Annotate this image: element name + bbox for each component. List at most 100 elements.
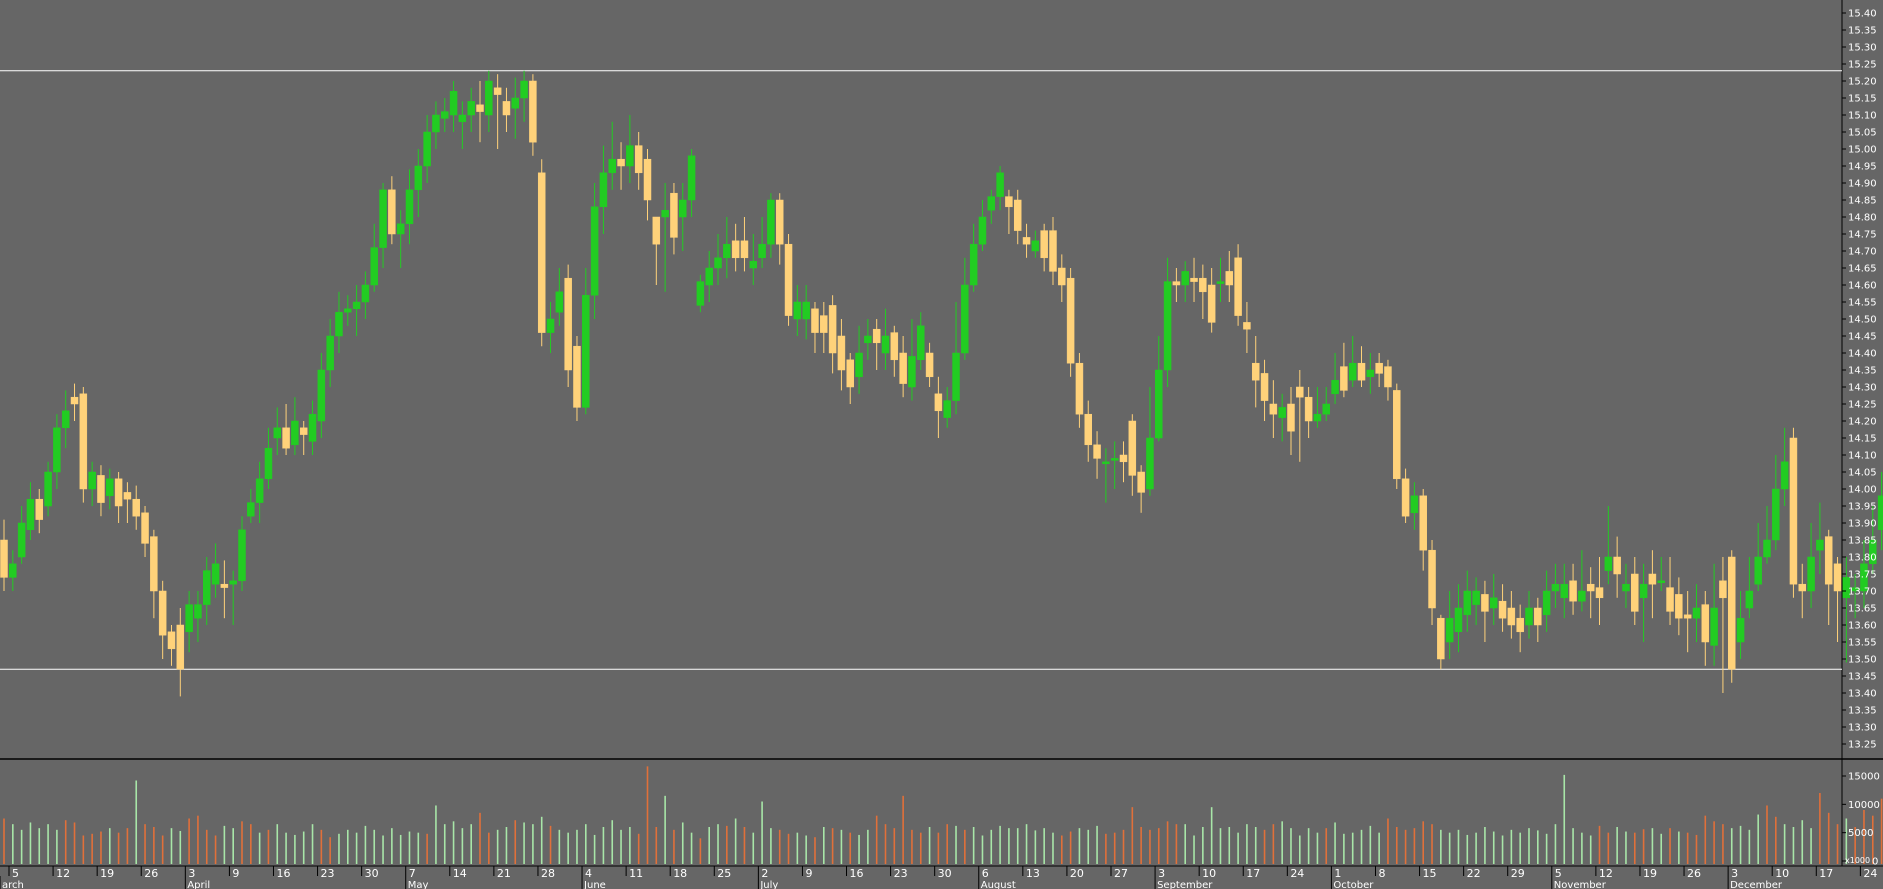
day-tick-label: 15 xyxy=(1423,867,1437,880)
candle-body xyxy=(1877,495,1883,531)
time-axis: 5 12 19 26 3 9 16 23 30 7 14 21 28 4 11 18 25 2 9 16 23 30 6 13… xyxy=(0,866,1877,889)
candle-body xyxy=(396,223,405,235)
day-tick-label: 23 xyxy=(894,867,908,880)
candle xyxy=(493,74,502,149)
candle xyxy=(1613,536,1621,598)
candle xyxy=(1428,540,1436,625)
candle-body xyxy=(1798,583,1807,592)
candle xyxy=(978,200,987,251)
candle-body xyxy=(1172,281,1181,286)
candle-body xyxy=(917,325,925,361)
candle-body xyxy=(1701,604,1710,643)
candle xyxy=(150,529,158,619)
candle xyxy=(106,468,114,510)
candle xyxy=(1542,570,1551,632)
candle xyxy=(846,353,854,404)
candle-body xyxy=(1084,413,1092,446)
candle-body xyxy=(61,410,70,429)
candle-body xyxy=(626,145,634,167)
month-label: December xyxy=(1730,880,1783,889)
candle xyxy=(1216,257,1225,302)
candle xyxy=(1049,217,1057,285)
candle xyxy=(299,421,308,455)
candle xyxy=(855,325,863,394)
candle xyxy=(820,302,828,353)
candle xyxy=(1780,427,1789,506)
candle xyxy=(1207,268,1216,333)
candle-body xyxy=(1401,478,1410,517)
candle-body xyxy=(1763,539,1771,558)
candle xyxy=(1824,529,1833,625)
candle-body xyxy=(1463,590,1472,616)
candle xyxy=(35,489,44,534)
candle xyxy=(1489,574,1498,625)
candle xyxy=(1058,254,1066,302)
candle-body xyxy=(176,624,185,670)
candle-body xyxy=(1534,607,1542,626)
candle-body xyxy=(1093,444,1101,459)
candle xyxy=(414,149,423,217)
candle-body xyxy=(1472,590,1480,605)
candle xyxy=(661,183,669,292)
candle xyxy=(731,223,740,272)
day-tick-label: 7 xyxy=(409,867,416,880)
candle-body xyxy=(458,114,467,123)
candle xyxy=(396,210,405,268)
candle xyxy=(1754,523,1762,591)
price-tick-label: 13.50 xyxy=(1848,655,1877,666)
candle-body xyxy=(908,356,916,388)
candle xyxy=(899,336,907,398)
candle xyxy=(1807,523,1815,608)
month-label: September xyxy=(1157,880,1213,889)
candle-body xyxy=(26,498,35,531)
day-tick-label: 16 xyxy=(276,867,290,880)
candle xyxy=(1666,557,1674,625)
candle xyxy=(1393,383,1401,489)
candle-body xyxy=(476,104,484,112)
month-label: arch xyxy=(2,880,24,889)
candle xyxy=(1622,563,1630,608)
candle-body xyxy=(344,308,352,313)
candle xyxy=(247,489,255,523)
candle xyxy=(1234,244,1242,326)
candle xyxy=(194,591,202,642)
candle xyxy=(1199,264,1207,319)
day-tick-label: 22 xyxy=(1467,867,1481,880)
price-tick-label: 15.00 xyxy=(1848,145,1877,156)
candle-body xyxy=(1199,277,1207,293)
candle xyxy=(176,608,185,697)
candle xyxy=(1789,427,1798,598)
candle xyxy=(687,149,696,217)
candle xyxy=(696,274,705,313)
price-tick-label: 14.20 xyxy=(1848,417,1877,428)
candle-body xyxy=(132,498,140,517)
candle xyxy=(1472,577,1480,625)
candle xyxy=(1595,557,1604,625)
candle-body xyxy=(758,243,766,259)
candle xyxy=(564,264,572,387)
day-tick-label: 14 xyxy=(453,867,467,880)
price-axis: 13.25 13.30 13.35 13.40 13.45 13.50 13.55 13.60… xyxy=(1842,9,1877,751)
candle-body xyxy=(679,199,687,218)
candle xyxy=(264,427,273,489)
candle xyxy=(291,397,299,455)
price-tick-label: 14.90 xyxy=(1848,179,1877,190)
candle-body xyxy=(1066,277,1075,364)
candle-body xyxy=(308,413,317,442)
day-tick-label: 17 xyxy=(1819,867,1833,880)
candle xyxy=(546,302,555,353)
price-tick-label: 15.10 xyxy=(1848,111,1877,122)
candle xyxy=(1287,387,1295,455)
candle xyxy=(714,234,722,285)
candle xyxy=(969,223,978,292)
month-label: November xyxy=(1554,880,1607,889)
candle xyxy=(767,193,775,258)
candle-body xyxy=(1366,369,1375,378)
candle-body xyxy=(608,158,616,174)
day-tick-label: 19 xyxy=(100,867,114,880)
candle xyxy=(1833,557,1842,642)
candle-body xyxy=(1331,379,1339,395)
day-tick-label: 8 xyxy=(1378,867,1385,880)
candle xyxy=(1586,567,1595,619)
candle xyxy=(370,223,378,292)
